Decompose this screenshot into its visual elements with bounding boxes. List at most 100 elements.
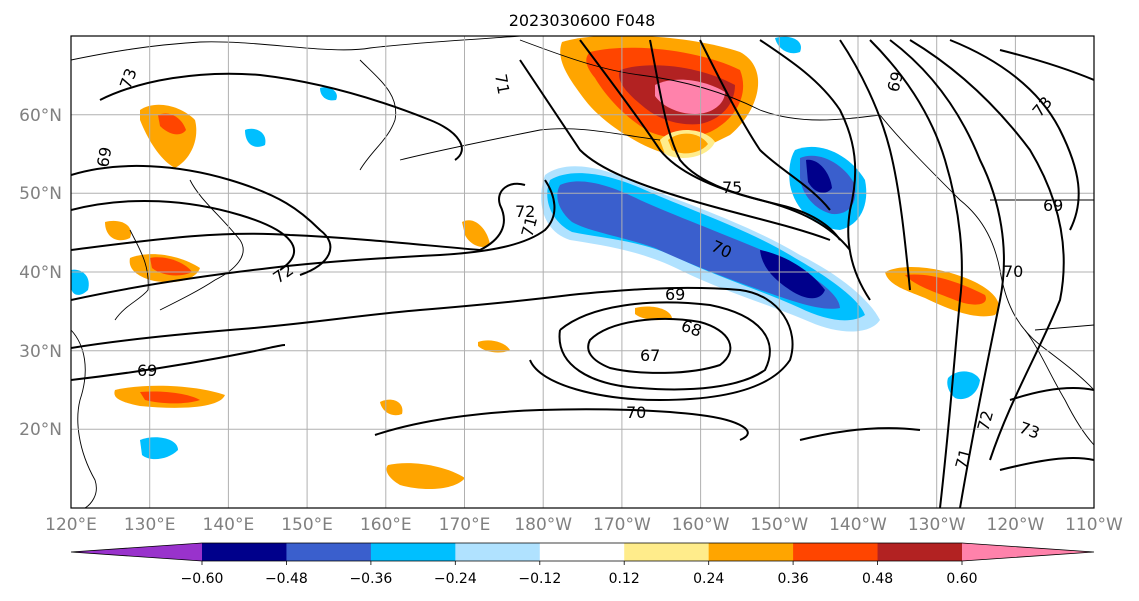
shade-band-navy (760, 250, 825, 299)
colorbar-cell (793, 543, 879, 561)
coast-china (71, 329, 97, 508)
lat-tick-labels: 60°N 50°N 40°N 30°N 20°N (19, 106, 62, 440)
contour-line (71, 182, 526, 252)
contour-line (869, 39, 963, 508)
colorbar-extend-high (962, 543, 1094, 561)
lat-tick-label: 20°N (19, 420, 62, 440)
coast-japan (159, 179, 244, 311)
contour-line (558, 301, 771, 391)
colorbar-cell (455, 543, 541, 561)
lon-tick-label: 140°W (829, 515, 887, 535)
contour-label: 67 (640, 346, 660, 365)
colorbar: −0.60 −0.48 −0.36 −0.24 −0.12 0.12 0.24 … (70, 542, 1095, 587)
lon-tick-labels: 120°E 130°E 140°E 150°E 160°E 170°E 180°… (45, 515, 1123, 535)
colorbar-tick-label: 0.48 (862, 571, 893, 587)
lon-tick-label: 140°E (203, 515, 255, 535)
colorbar-cell (624, 543, 710, 561)
contour-label: 71 (518, 214, 542, 239)
coast-alaska (519, 39, 881, 121)
colorbar-cell (286, 543, 372, 561)
contour-line (71, 179, 556, 301)
contour-label: 72 (515, 202, 535, 221)
lon-tick-label: 170°E (439, 515, 491, 535)
contour-line (99, 72, 463, 161)
contour-line (699, 39, 831, 211)
colorbar-tick-label: 0.24 (693, 571, 724, 587)
colorbar-ticks (201, 561, 963, 565)
coast-kamchatka (359, 59, 397, 171)
contour-label: 72 (974, 408, 998, 433)
contour-line (649, 39, 841, 241)
colorbar-tick-labels: −0.60 −0.48 −0.36 −0.24 −0.12 0.12 0.24 … (181, 571, 978, 587)
contour-line (759, 39, 871, 301)
contour-label: 69 (137, 361, 157, 380)
coast-asia (71, 36, 521, 61)
contour-line (71, 286, 794, 402)
shade-blue-west (775, 36, 801, 54)
lon-tick-label: 120°E (45, 515, 97, 535)
shade-wp-11 (71, 269, 89, 295)
shade-wp-12 (245, 128, 266, 147)
shade-wp-4r (140, 391, 200, 404)
lat-tick-label: 60°N (19, 106, 62, 126)
lon-tick-label: 110°W (1065, 515, 1123, 535)
contour-line (1009, 387, 1094, 401)
border-us-mex (1034, 324, 1094, 331)
coast-korea (114, 229, 149, 321)
map-frame (70, 35, 1095, 509)
colorbar-tick-label: −0.60 (181, 571, 224, 587)
lon-tick-label: 130°W (908, 515, 966, 535)
shade-wp-3 (105, 220, 131, 241)
colorbar-tick-label: −0.48 (265, 571, 308, 587)
contour-label: 71 (491, 72, 513, 95)
colorbar-tick-label: 0.60 (946, 571, 977, 587)
colorbar-extend-low (71, 543, 202, 561)
map-title: 2023030600 F048 (509, 11, 656, 30)
contour-line (374, 408, 749, 441)
height-contours (71, 39, 1094, 508)
shade-wp-6 (462, 220, 490, 247)
contour-line (889, 39, 1005, 508)
colorbar-tick-label: −0.12 (518, 571, 561, 587)
contour-line (579, 39, 851, 251)
shade-wp-5 (386, 463, 465, 490)
lon-tick-label: 150°E (281, 515, 333, 535)
lon-tick-label: 170°W (593, 515, 651, 535)
colorbar-cells (71, 543, 1094, 561)
contour-label: 69 (1043, 196, 1063, 215)
colorbar-tick-label: −0.36 (349, 571, 392, 587)
coast-baja (1024, 329, 1094, 446)
anomaly-shading (71, 36, 999, 490)
contour-line (71, 344, 286, 381)
shade-wp-1 (140, 104, 197, 168)
contour-line (839, 39, 911, 291)
contour-label: 69 (665, 285, 685, 304)
contour-line (949, 39, 1080, 231)
shade-wp-1r (158, 113, 186, 135)
shade-wp-8 (478, 340, 510, 353)
colorbar-tick-label: 0.36 (778, 571, 809, 587)
shade-wp-7 (635, 306, 672, 321)
colorbar-cell (708, 543, 794, 561)
colorbar-cell (539, 543, 625, 561)
shade-calif-red (905, 274, 986, 305)
shade-wp-2r (150, 257, 192, 276)
colorbar-cell (370, 543, 456, 561)
colorbar-tick-label: −0.24 (434, 571, 477, 587)
lat-tick-label: 40°N (19, 263, 62, 283)
shade-band-mid (557, 181, 840, 309)
contour-line (587, 318, 732, 374)
lon-tick-label: 150°W (750, 515, 808, 535)
contour-line (909, 39, 1065, 461)
contour-label: 71 (952, 446, 976, 471)
colorbar-cell (202, 543, 287, 561)
colorbar-tick-label: 0.12 (609, 571, 640, 587)
colorbar-cell (877, 543, 963, 561)
contour-label: 69 (884, 69, 908, 94)
shade-gulf-navy (806, 159, 832, 193)
contour-line (799, 427, 921, 441)
lon-tick-label: 160°E (360, 515, 412, 535)
contour-label: 70 (1003, 262, 1023, 281)
lat-tick-label: 50°N (19, 184, 62, 204)
